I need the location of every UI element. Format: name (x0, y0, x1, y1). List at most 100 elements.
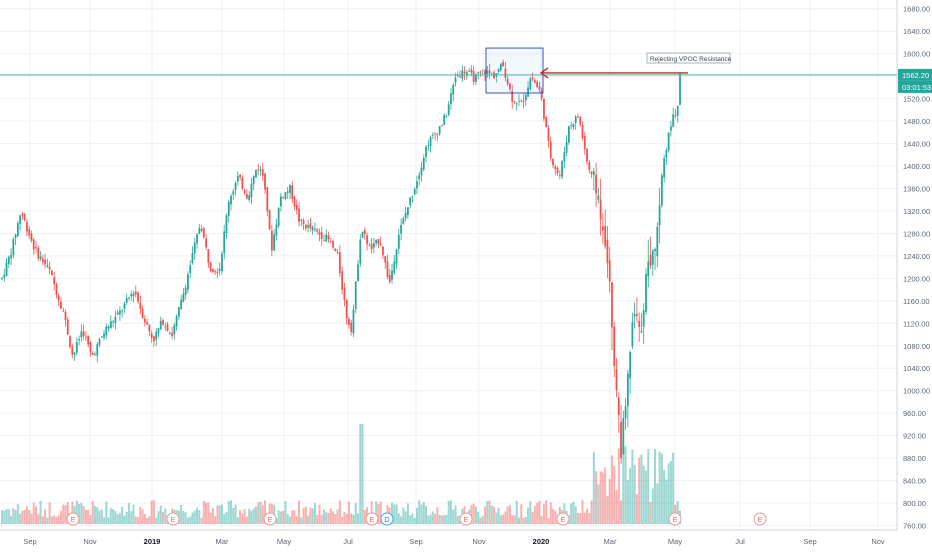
volume-bar (538, 500, 541, 524)
earnings-marker (668, 512, 682, 526)
x-tick-label: May (277, 537, 291, 546)
volume-bar (527, 507, 530, 524)
volume-bar (209, 512, 212, 524)
volume-bar (377, 504, 380, 524)
candle-body (463, 71, 466, 74)
candle-body (416, 181, 418, 189)
volume-bar (436, 507, 439, 524)
volume-bar (250, 510, 253, 524)
candle-body (98, 339, 101, 345)
candle-body (397, 234, 400, 249)
candle-body (554, 166, 557, 169)
volume-bar (595, 471, 598, 524)
candle-body (581, 125, 584, 139)
candle-body (87, 335, 90, 345)
candle-body (250, 183, 253, 198)
candle-body (107, 326, 110, 329)
volume-bar (309, 507, 312, 524)
candle-body (527, 87, 529, 97)
candle-body (631, 322, 634, 347)
candle-body (103, 333, 105, 338)
candle-body (486, 70, 489, 74)
candle-body (187, 274, 189, 290)
volume-bar (352, 514, 355, 524)
candle-body (198, 228, 201, 234)
candle-body (511, 90, 514, 102)
volume-bar (302, 507, 305, 524)
volume-bar (644, 470, 647, 524)
volume-bar (606, 496, 609, 524)
volume-bar (608, 478, 611, 524)
volume-bar (633, 464, 636, 524)
volume-bar (282, 510, 285, 524)
volume-bar (193, 510, 196, 524)
volume-bar (316, 514, 319, 524)
candle-body (518, 100, 520, 102)
y-tick-label: 800.00 (903, 499, 926, 508)
candle-body (586, 148, 588, 162)
vpoc-box (485, 47, 544, 94)
volume-bar (629, 467, 632, 524)
volume-bar (592, 451, 595, 524)
volume-bar (654, 448, 657, 524)
candle-body (348, 319, 350, 325)
volume-bar (520, 504, 523, 524)
volume-bar (395, 504, 398, 524)
volume-bar (23, 509, 26, 524)
candle-body (314, 229, 316, 230)
candle-body (461, 70, 464, 79)
volume-bar (343, 511, 346, 524)
y-tick-label: 760.00 (903, 522, 926, 531)
candle-body (604, 225, 607, 247)
volume-bar (14, 509, 17, 524)
candle-body (465, 72, 468, 76)
candle-body (561, 161, 563, 177)
candle-body (363, 230, 366, 235)
volume-bar (531, 511, 534, 524)
volume-bar (354, 503, 357, 524)
volume-bar (347, 501, 350, 524)
candle-body (509, 83, 511, 90)
candle-body (173, 325, 176, 335)
volume-bar (248, 508, 251, 524)
volume-bar (232, 507, 235, 524)
candle-body (134, 291, 137, 295)
volume-bar (132, 504, 135, 524)
candle-body (80, 331, 83, 338)
volume-bar (198, 509, 201, 524)
volume-bar (78, 503, 81, 524)
candle-body (205, 238, 207, 248)
volume-bar (411, 513, 414, 524)
candle-body (549, 141, 552, 158)
volume-bar (590, 500, 593, 524)
candle-body (536, 81, 539, 88)
candle-body (547, 127, 550, 142)
volume-bar (311, 508, 314, 524)
volume-bar (184, 512, 187, 524)
volume-bar (502, 514, 505, 524)
volume-bar (579, 513, 582, 524)
candle-body (524, 94, 527, 101)
candle-body (540, 90, 543, 99)
volume-bar (254, 506, 257, 524)
x-tick-label: Nov (472, 537, 486, 546)
candle-body (645, 273, 647, 312)
candle-body (261, 169, 264, 176)
volume-bar (180, 504, 183, 524)
y-tick-label: 1440.00 (903, 140, 930, 149)
volume-bar (447, 501, 450, 524)
earnings-marker (166, 512, 180, 526)
candle-body (670, 126, 672, 131)
candle-body (626, 373, 629, 407)
volume-bar (613, 465, 616, 524)
earnings-marker-label: E (170, 515, 175, 524)
candle-body (393, 261, 396, 273)
candle-body (100, 336, 103, 338)
volume-bar (182, 510, 185, 524)
candle-body (264, 173, 266, 190)
candle-body (565, 141, 568, 153)
candle-body (577, 116, 579, 118)
candle-body (177, 307, 180, 317)
volume-bar (189, 516, 192, 524)
